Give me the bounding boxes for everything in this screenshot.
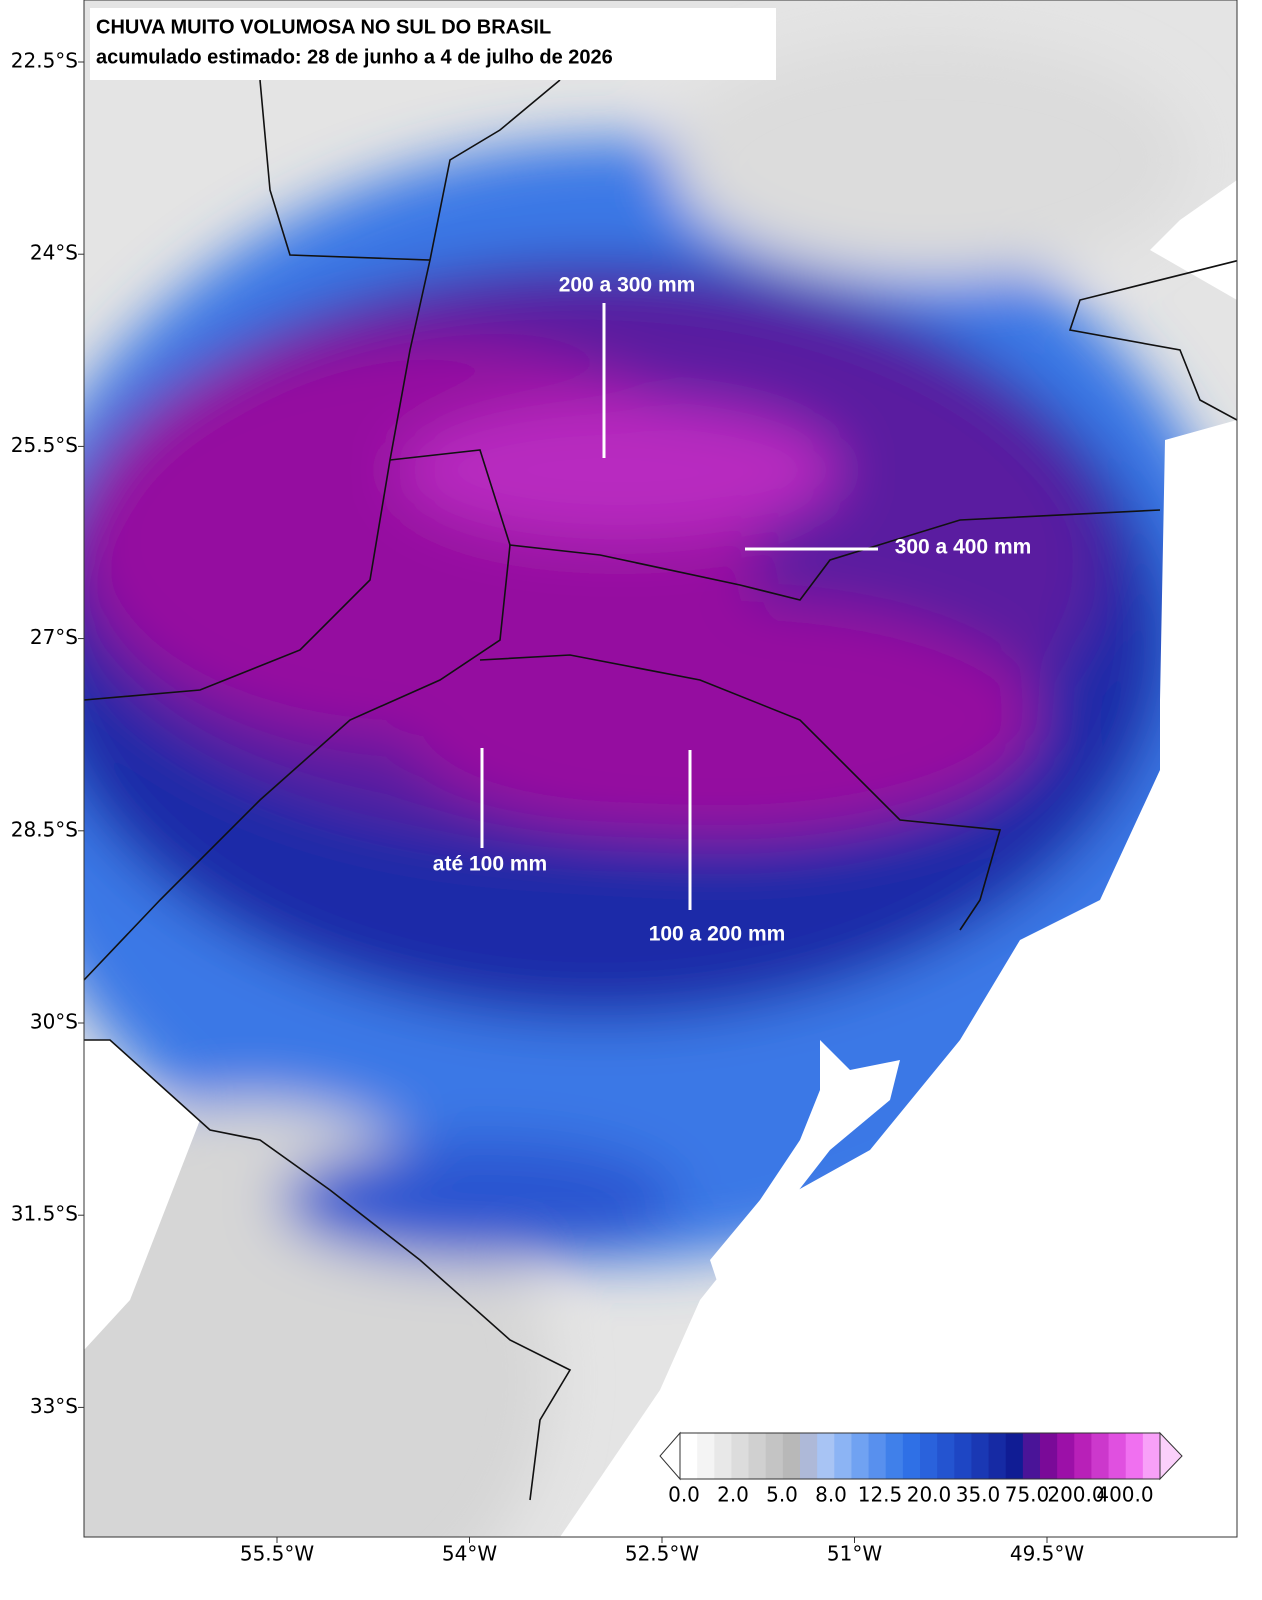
lat-label: 30°S — [30, 1010, 78, 1034]
colorbar-cell — [697, 1433, 715, 1479]
colorbar-cell — [1057, 1433, 1075, 1479]
colorbar-label: 35.0 — [956, 1483, 1001, 1507]
colorbar-cell — [971, 1433, 990, 1479]
lat-label: 24°S — [30, 241, 78, 265]
colorbar-cell — [817, 1433, 835, 1479]
colorbar-cell — [1005, 1433, 1024, 1479]
colorbar-label: 2.0 — [717, 1483, 749, 1507]
colorbar-label: 5.0 — [766, 1483, 798, 1507]
annotation: até 100 mm — [433, 853, 547, 876]
colorbar-cell — [714, 1433, 732, 1479]
colorbar-cell — [834, 1433, 852, 1479]
lat-label: 27°S — [30, 625, 78, 649]
lon-label: 49.5°W — [1010, 1542, 1085, 1566]
colorbar-cell — [765, 1433, 784, 1479]
colorbar-cell — [851, 1433, 870, 1479]
colorbar-cell — [954, 1433, 972, 1479]
colorbar-cell — [1142, 1433, 1161, 1479]
lat-label: 31.5°S — [11, 1202, 78, 1226]
colorbar-cell — [1074, 1433, 1092, 1479]
colorbar-label: 0.0 — [668, 1483, 700, 1507]
colorbar-cell — [1125, 1433, 1144, 1479]
colorbar-cell — [920, 1433, 938, 1479]
colorbar-cell — [680, 1433, 698, 1479]
lon-label: 52.5°W — [625, 1542, 700, 1566]
title: CHUVA MUITO VOLUMOSA NO SUL DO BRASIL — [96, 16, 551, 38]
colorbar-cell — [937, 1433, 955, 1479]
colorbar-label: 400.0 — [1096, 1483, 1153, 1507]
annotation: 200 a 300 mm — [559, 274, 696, 297]
watermark: CLIMATEMPO — [976, 1369, 1124, 1393]
lon-label: 51°W — [827, 1542, 882, 1566]
colorbar-cell — [902, 1433, 921, 1479]
colorbar-cell — [748, 1433, 767, 1479]
colorbar-label: 8.0 — [815, 1483, 847, 1507]
colorbar-cell — [1091, 1433, 1110, 1479]
subtitle: acumulado estimado: 28 de junho a 4 de j… — [96, 46, 613, 68]
colorbar-cell — [1108, 1433, 1127, 1479]
colorbar-cell — [1022, 1433, 1041, 1479]
lat-label: 25.5°S — [11, 433, 78, 457]
lat-label: 28.5°S — [11, 817, 78, 841]
colorbar-label: 12.5 — [858, 1483, 903, 1507]
colorbar-label: 200.0 — [1047, 1483, 1104, 1507]
colorbar-cell — [731, 1433, 750, 1479]
colorbar-cell — [885, 1433, 904, 1479]
annotation: 100 a 200 mm — [649, 923, 786, 946]
colorbar-cell — [1040, 1433, 1058, 1479]
colorbar-cell — [868, 1433, 887, 1479]
annotation: 300 a 400 mm — [895, 536, 1032, 559]
lon-label: 55.5°W — [240, 1542, 315, 1566]
colorbar-label: 20.0 — [907, 1483, 952, 1507]
lat-label: 22.5°S — [11, 49, 78, 73]
colorbar-cell — [988, 1433, 1007, 1479]
lon-label: 54°W — [442, 1542, 497, 1566]
colorbar-cell — [800, 1433, 818, 1479]
colorbar-label: 75.0 — [1005, 1483, 1050, 1507]
colorbar-frame — [679, 1432, 1161, 1480]
colorbar-cell — [782, 1433, 801, 1479]
lat-label: 33°S — [30, 1394, 78, 1418]
